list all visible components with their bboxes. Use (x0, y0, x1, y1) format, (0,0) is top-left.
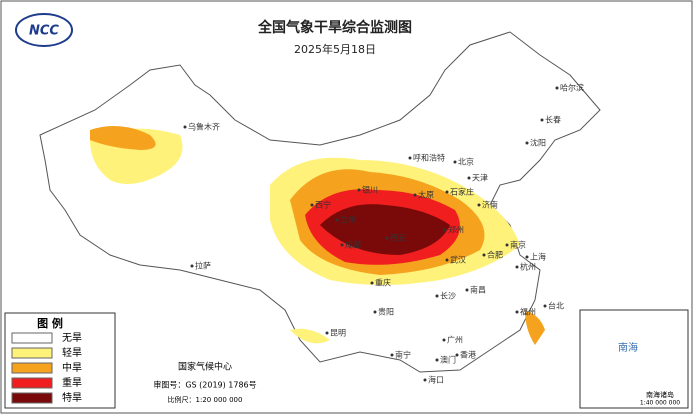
city-dot (445, 190, 449, 194)
city-label: 上海 (530, 252, 546, 262)
city-dot (445, 258, 449, 262)
city-label: 昆明 (330, 329, 346, 338)
city-dot (453, 160, 457, 164)
city-label: 西安 (390, 233, 406, 243)
date: 2025年5月18日 (294, 42, 376, 56)
inset-scale: 1:40 000 000 (640, 400, 680, 407)
legend-label: 特旱 (62, 392, 82, 404)
city-label: 南宁 (395, 350, 411, 360)
city-dot (357, 188, 361, 192)
city-label: 香港 (460, 350, 476, 360)
inset: 南海 南海诸岛 1:40 000 000 (579, 309, 689, 409)
city-dot (408, 156, 412, 160)
city-label: 拉萨 (195, 261, 211, 271)
legend-label: 重旱 (62, 376, 82, 389)
city-dot (555, 86, 559, 90)
city-dot (183, 125, 187, 129)
legend-title: 图 例 (37, 316, 63, 330)
city-label: 海口 (428, 375, 444, 385)
city-label: 天津 (472, 173, 488, 183)
city-label: 合肥 (487, 250, 503, 260)
city-dot (385, 236, 389, 240)
legend-label: 中旱 (62, 361, 82, 374)
city-label: 广州 (447, 335, 463, 345)
city-dot (465, 288, 469, 292)
city-label: 郑州 (448, 225, 464, 235)
city-dot (373, 310, 377, 314)
city-label: 长沙 (440, 291, 456, 301)
logo: NCC (15, 13, 73, 47)
footer-review: 审图号：GS (2019) 1786号 (153, 380, 256, 390)
title: 全国气象干旱综合监测图 (257, 19, 412, 36)
city-label: 哈尔滨 (560, 83, 584, 93)
legend-swatch (11, 332, 53, 344)
city-label: 呼和浩特 (413, 153, 445, 163)
city-dot (540, 118, 544, 122)
city-dot (467, 176, 471, 180)
legend-swatch (11, 362, 53, 374)
city-label: 台北 (548, 301, 564, 311)
city-dot (435, 358, 439, 362)
city-dot (515, 265, 519, 269)
inset-islands: 南海诸岛 (646, 390, 674, 399)
city-label: 北京 (458, 157, 474, 167)
legend-label: 轻旱 (62, 346, 82, 359)
legend-swatch (11, 377, 53, 389)
city-label: 成都 (345, 240, 361, 250)
city-dot (435, 294, 439, 298)
city-label: 南昌 (470, 285, 486, 295)
city-label: 乌鲁木齐 (188, 122, 220, 132)
city-dot (310, 203, 314, 207)
city-label: 兰州 (340, 215, 356, 225)
city-dot (525, 141, 529, 145)
city-label: 南京 (510, 240, 526, 250)
legend-swatch (11, 347, 53, 359)
city-dot (423, 378, 427, 382)
city-label: 银川 (362, 185, 378, 195)
city-label: 贵阳 (378, 307, 394, 317)
city-dot (442, 338, 446, 342)
city-dot (525, 255, 529, 259)
city-dot (543, 304, 547, 308)
city-label: 石家庄 (450, 187, 474, 197)
city-label: 杭州 (520, 262, 536, 272)
city-dot (477, 203, 481, 207)
city-label: 武汉 (450, 255, 466, 265)
footer-scale: 比例尺：1:20 000 000 (168, 395, 243, 404)
city-dot (482, 253, 486, 257)
city-label: 澳门 (440, 355, 456, 365)
city-label: 长春 (545, 115, 561, 125)
city-dot (325, 331, 329, 335)
city-label: 西宁 (315, 200, 331, 210)
footer-agency: 国家气候中心 (178, 361, 232, 373)
city-dot (190, 264, 194, 268)
china-map (39, 31, 601, 373)
city-label: 福州 (520, 308, 536, 317)
legend-swatch (11, 392, 53, 404)
city-dot (455, 353, 459, 357)
city-label: 沈阳 (530, 138, 546, 148)
inset-sea: 南海 (618, 341, 638, 354)
city-dot (370, 281, 374, 285)
city-dot (443, 228, 447, 232)
city-label: 济南 (482, 200, 498, 210)
city-dot (390, 353, 394, 357)
legend-label: 无旱 (62, 332, 82, 344)
city-dot (340, 243, 344, 247)
city-dot (413, 193, 417, 197)
city-dot (515, 310, 519, 314)
city-dot (335, 218, 339, 222)
logo-text: NCC (29, 24, 59, 39)
city-label: 重庆 (375, 278, 391, 288)
city-dot (505, 243, 509, 247)
city-label: 太原 (418, 190, 434, 200)
